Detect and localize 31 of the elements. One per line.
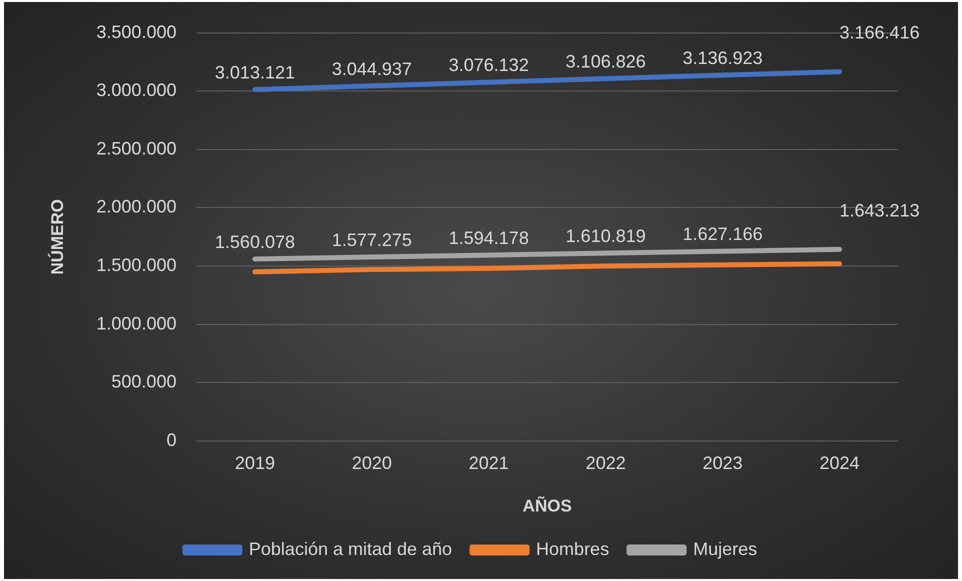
x-axis-title: AÑOS — [522, 495, 572, 516]
y-tick-label: 500.000 — [111, 372, 176, 392]
x-tick-label: 2021 — [468, 452, 509, 473]
x-tick-label: 2022 — [586, 452, 626, 473]
y-tick-label: 3.500.000 — [96, 22, 176, 42]
y-tick-label: 3.000.000 — [96, 80, 176, 100]
x-tick-label: 2023 — [702, 452, 743, 473]
data-label: 3.106.826 — [566, 52, 646, 72]
data-label: 3.166.416 — [840, 22, 920, 43]
data-label: 1.610.819 — [566, 226, 646, 246]
x-tick-label: 2020 — [352, 452, 392, 473]
y-tick-label: 2.000.000 — [96, 196, 176, 217]
data-label: 3.013.121 — [214, 62, 295, 83]
data-label: 1.627.166 — [682, 224, 763, 244]
x-tick-label: 2019 — [234, 452, 275, 473]
legend-label: Mujeres — [693, 538, 758, 559]
data-label: 3.136.923 — [682, 48, 763, 68]
data-label: 3.076.132 — [448, 55, 529, 76]
y-tick-label: 1.500.000 — [96, 255, 176, 276]
data-label: 1.594.178 — [448, 228, 529, 248]
data-label: 3.044.937 — [332, 58, 412, 79]
legend-label: Hombres — [536, 538, 610, 559]
y-axis-title: NÚMERO — [46, 199, 67, 275]
legend-label: Población a mitad de año — [248, 538, 452, 559]
y-tick-label: 0 — [166, 430, 176, 450]
data-label: 1.560.078 — [214, 232, 295, 252]
data-label: 1.577.275 — [332, 230, 412, 250]
y-tick-label: 1.000.000 — [96, 313, 176, 334]
data-label: 1.643.213 — [840, 200, 920, 220]
x-tick-label: 2024 — [820, 452, 860, 473]
y-tick-label: 2.500.000 — [96, 138, 176, 158]
